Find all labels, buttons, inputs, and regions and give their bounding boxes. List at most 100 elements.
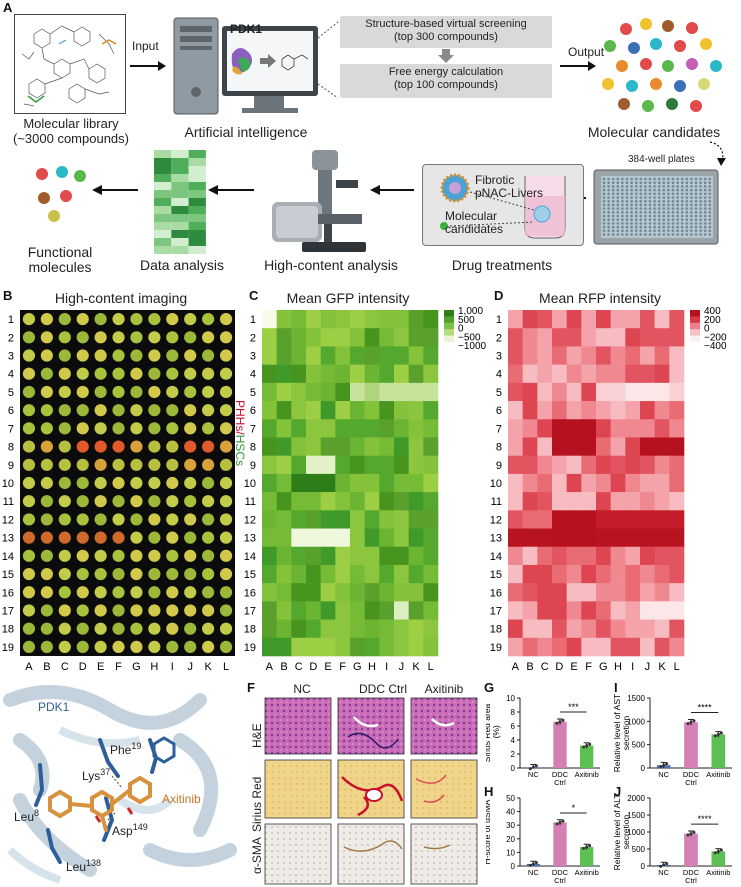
- heatmap-cell: [306, 492, 321, 511]
- b-well: [184, 622, 197, 635]
- x-tick-label: Axitinib: [575, 868, 599, 877]
- b-well: [166, 404, 179, 417]
- data-point: [582, 745, 586, 749]
- heatmap-cell: [537, 510, 553, 529]
- b-well: [219, 622, 233, 635]
- heatmap-cell: [596, 401, 611, 420]
- data-point: [662, 763, 666, 767]
- heatmap-cell: [379, 419, 395, 438]
- candidate-molecules-image: [602, 18, 722, 112]
- heatmap-cell: [596, 437, 611, 456]
- x-tick-label: NC: [658, 868, 669, 877]
- heatmap-cell: [654, 492, 670, 511]
- heatmap-cell: [276, 546, 292, 566]
- heatmap-cell: [364, 473, 380, 493]
- heatmap-col-label: J: [399, 661, 405, 670]
- heatmap-cell: [522, 637, 538, 657]
- heatmap-col-label: D: [555, 661, 563, 670]
- heatmap-cell: [640, 583, 655, 602]
- heatmap-cell: [640, 528, 655, 548]
- heatmap-cell: [335, 328, 351, 347]
- heatmap-cell: [625, 382, 641, 402]
- e-leu2-num: 138: [86, 858, 102, 868]
- legend-label: 500: [458, 315, 475, 326]
- heatmap-cell: [335, 437, 351, 456]
- b-well: [112, 458, 125, 471]
- heatmap-cell: [566, 583, 582, 602]
- b-row-label: 11: [3, 496, 14, 508]
- heatmap-cell: [654, 310, 670, 329]
- b-well: [58, 549, 71, 562]
- y-tick-label: 6: [511, 722, 516, 731]
- heatmap-cell: [335, 601, 351, 620]
- heatmap-cell: [291, 419, 307, 438]
- heatmap-cell: [566, 346, 582, 365]
- heatmap-cell: [262, 601, 277, 620]
- heatmap-cell: [625, 346, 641, 365]
- heatmap-cell: [394, 455, 409, 475]
- heatmap-cell: [640, 637, 655, 657]
- b-well: [219, 604, 233, 617]
- heatmap-cell: [394, 382, 409, 402]
- b-well: [148, 367, 161, 380]
- b-well: [76, 586, 89, 599]
- b-well: [148, 640, 161, 653]
- arrow-icon: [208, 185, 254, 195]
- b-well: [184, 440, 197, 453]
- bar: [553, 822, 567, 866]
- heatmap-cell: [408, 401, 424, 420]
- b-well: [184, 458, 197, 471]
- heatmap-cell: [537, 382, 553, 402]
- b-col-label: D: [79, 661, 87, 670]
- heatmap-cell: [394, 619, 409, 639]
- heatmap-row-label: 17: [490, 605, 502, 617]
- heatmap-cell: [379, 310, 395, 329]
- heatmap-cell: [625, 601, 641, 620]
- heatmap-cell: [364, 528, 380, 548]
- heatmap-cell: [537, 619, 553, 639]
- da-cell: [171, 174, 189, 182]
- da-cell: [171, 150, 189, 158]
- b-well: [112, 513, 125, 526]
- heatmap-cell: [335, 382, 351, 402]
- heatmap-row-label: 8: [496, 442, 502, 454]
- b-well: [40, 640, 53, 653]
- bar: [684, 833, 698, 866]
- b-well: [184, 495, 197, 508]
- heatmap-cell: [364, 601, 380, 620]
- input-label: Input: [132, 39, 159, 53]
- da-cell: [171, 222, 189, 230]
- heatmap-cell: [350, 328, 365, 347]
- heatmap-cell: [654, 455, 670, 475]
- b-well: [130, 604, 143, 617]
- heatmap-cell: [350, 583, 365, 602]
- heatmap-cell: [508, 382, 523, 402]
- b-col-label: F: [115, 661, 122, 670]
- b-well: [112, 622, 125, 635]
- b-well: [219, 476, 233, 490]
- heatmap-cell: [335, 473, 351, 493]
- b-well: [76, 476, 89, 490]
- heatmap-cell: [654, 528, 670, 548]
- ai-label: Artificial intelligence: [184, 124, 308, 140]
- da-cell: [188, 222, 206, 230]
- b-well: [40, 440, 53, 453]
- b-well: [112, 549, 125, 562]
- data-point: [534, 764, 538, 768]
- heatmap-cell: [581, 382, 597, 402]
- heatmap-cell: [320, 601, 336, 620]
- legend-swatch: [690, 335, 700, 343]
- b-well: [40, 567, 53, 581]
- b-well: [112, 531, 125, 544]
- b-well: [219, 640, 233, 653]
- heatmap-cell: [379, 583, 395, 602]
- y-tick-label: 0: [511, 764, 516, 773]
- b-well: [184, 385, 197, 399]
- heatmap-cell: [291, 401, 307, 420]
- heatmap-cell: [669, 364, 685, 384]
- heatmap-row-label: 18: [490, 624, 502, 636]
- da-cell: [188, 214, 206, 222]
- heatmap-cell: [669, 546, 685, 566]
- da-cell: [188, 190, 206, 198]
